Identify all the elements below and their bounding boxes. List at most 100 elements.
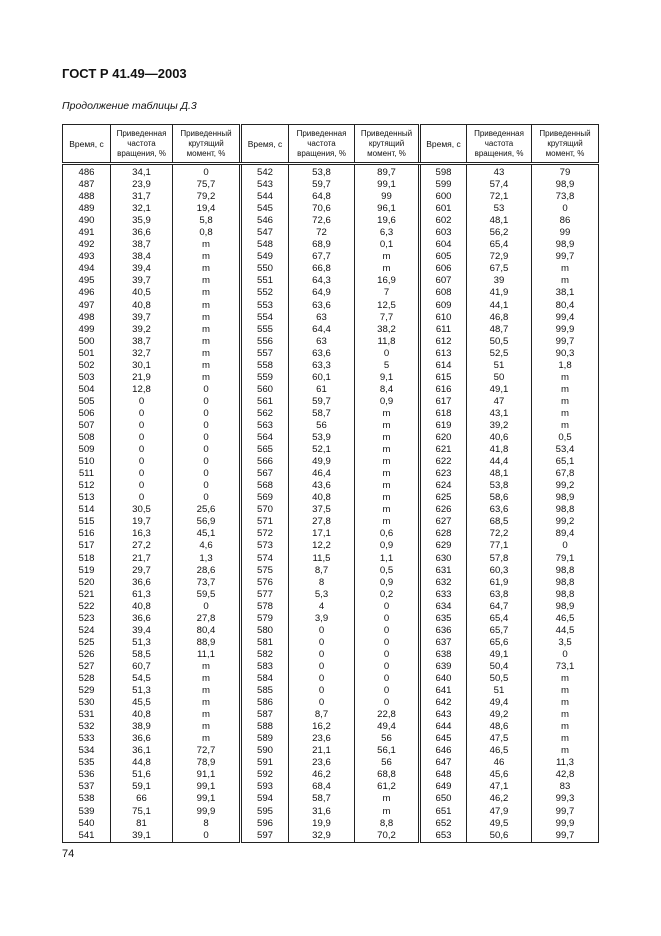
torque-cell: 0 bbox=[172, 444, 241, 457]
speed-cell: 31,7 bbox=[110, 191, 173, 204]
torque-cell: 8,4 bbox=[354, 383, 420, 396]
torque-cell: 0 bbox=[354, 624, 420, 637]
torque-cell: 65,1 bbox=[531, 456, 599, 469]
torque-cell: 0 bbox=[531, 540, 599, 553]
time-cell: 630 bbox=[418, 552, 467, 565]
torque-cell: m bbox=[354, 480, 420, 493]
time-cell: 584 bbox=[239, 672, 289, 686]
header-time: Время, с bbox=[418, 124, 467, 165]
torque-cell: 46,5 bbox=[531, 612, 599, 625]
speed-cell: 0 bbox=[288, 697, 355, 710]
torque-cell: m bbox=[172, 660, 241, 673]
speed-cell: 72,1 bbox=[466, 191, 532, 204]
torque-cell: m bbox=[172, 359, 241, 372]
table-row: 502 30,1 m 558 63,3 5 614 51 1,8 bbox=[62, 359, 599, 372]
speed-cell: 49,9 bbox=[288, 456, 355, 469]
time-cell: 623 bbox=[418, 468, 467, 481]
time-cell: 605 bbox=[418, 251, 467, 264]
time-cell: 521 bbox=[62, 588, 111, 601]
torque-cell: 99,2 bbox=[531, 516, 599, 529]
torque-cell: m bbox=[354, 504, 420, 517]
time-cell: 633 bbox=[418, 588, 467, 601]
speed-cell: 36,6 bbox=[110, 733, 173, 746]
torque-cell: 1,3 bbox=[172, 552, 241, 565]
torque-cell: 99,9 bbox=[531, 323, 599, 336]
speed-cell: 36,6 bbox=[110, 612, 173, 625]
time-cell: 551 bbox=[239, 275, 289, 288]
torque-cell: 98,8 bbox=[531, 564, 599, 577]
time-cell: 516 bbox=[62, 528, 111, 541]
speed-cell: 38,7 bbox=[110, 335, 173, 348]
time-cell: 508 bbox=[62, 432, 111, 445]
table-row: 510 0 0 566 49,9 m 622 44,4 65,1 bbox=[62, 456, 599, 469]
torque-cell: 99,2 bbox=[531, 480, 599, 493]
torque-cell: 99,7 bbox=[531, 335, 599, 348]
torque-cell: 16,9 bbox=[354, 275, 420, 288]
speed-cell: 8 bbox=[288, 576, 355, 589]
torque-cell: 38,2 bbox=[354, 323, 420, 336]
torque-cell: m bbox=[172, 311, 241, 324]
table-row: 505 0 0 561 59,7 0,9 617 47 m bbox=[62, 395, 599, 408]
speed-cell: 41,8 bbox=[466, 444, 532, 457]
torque-cell: 4,6 bbox=[172, 540, 241, 553]
header-speed: Приведенная частота вращения, % bbox=[288, 124, 355, 165]
speed-cell: 58,7 bbox=[288, 793, 355, 806]
table-row: 496 40,5 m 552 64,9 7 608 41,9 38,1 bbox=[62, 287, 599, 300]
time-cell: 515 bbox=[62, 516, 111, 529]
speed-cell: 45,6 bbox=[466, 769, 532, 782]
speed-cell: 41,9 bbox=[466, 287, 532, 300]
torque-cell: 67,8 bbox=[531, 468, 599, 481]
speed-cell: 47,1 bbox=[466, 781, 532, 794]
speed-cell: 39,4 bbox=[110, 263, 173, 276]
speed-cell: 36,6 bbox=[110, 576, 173, 589]
torque-cell: 7 bbox=[354, 287, 420, 300]
time-cell: 531 bbox=[62, 709, 111, 722]
speed-cell: 51,3 bbox=[110, 685, 173, 698]
speed-cell: 63,6 bbox=[288, 299, 355, 312]
torque-cell: m bbox=[172, 672, 241, 686]
speed-cell: 39,7 bbox=[110, 311, 173, 324]
table-row: 497 40,8 m 553 63,6 12,5 609 44,1 80,4 bbox=[62, 299, 599, 312]
time-cell: 571 bbox=[239, 516, 289, 529]
time-cell: 587 bbox=[239, 709, 289, 722]
torque-cell: m bbox=[172, 335, 241, 348]
data-table: Время, с Приведенная частота вращения, %… bbox=[62, 124, 599, 843]
torque-cell: 99,9 bbox=[531, 817, 599, 830]
speed-cell: 64,4 bbox=[288, 323, 355, 336]
speed-cell: 43,6 bbox=[288, 480, 355, 493]
torque-cell: 45,1 bbox=[172, 528, 241, 541]
speed-cell: 64,3 bbox=[288, 275, 355, 288]
time-cell: 626 bbox=[418, 504, 467, 517]
time-cell: 618 bbox=[418, 407, 467, 420]
speed-cell: 50,5 bbox=[466, 672, 532, 686]
speed-cell: 34,1 bbox=[110, 163, 173, 180]
time-cell: 537 bbox=[62, 781, 111, 794]
time-cell: 539 bbox=[62, 805, 111, 818]
time-cell: 650 bbox=[418, 793, 467, 806]
torque-cell: 25,6 bbox=[172, 504, 241, 517]
time-cell: 519 bbox=[62, 564, 111, 577]
speed-cell: 46,2 bbox=[466, 793, 532, 806]
time-cell: 632 bbox=[418, 576, 467, 589]
time-cell: 609 bbox=[418, 299, 467, 312]
table-row: 517 27,2 4,6 573 12,2 0,9 629 77,1 0 bbox=[62, 540, 599, 553]
torque-cell: 89,4 bbox=[531, 528, 599, 541]
table-row: 500 38,7 m 556 63 11,8 612 50,5 99,7 bbox=[62, 335, 599, 348]
torque-cell: m bbox=[354, 468, 420, 481]
speed-cell: 65,4 bbox=[466, 612, 532, 625]
table-row: 506 0 0 562 58,7 m 618 43,1 m bbox=[62, 407, 599, 420]
speed-cell: 46,5 bbox=[466, 745, 532, 758]
table-row: 537 59,1 99,1 593 68,4 61,2 649 47,1 83 bbox=[62, 781, 599, 794]
speed-cell: 5,3 bbox=[288, 588, 355, 601]
time-cell: 493 bbox=[62, 251, 111, 264]
time-cell: 600 bbox=[418, 191, 467, 204]
torque-cell: 0 bbox=[172, 163, 241, 180]
torque-cell: m bbox=[172, 721, 241, 734]
time-cell: 555 bbox=[239, 323, 289, 336]
speed-cell: 67,7 bbox=[288, 251, 355, 264]
torque-cell: m bbox=[354, 419, 420, 433]
speed-cell: 0 bbox=[110, 419, 173, 433]
time-cell: 580 bbox=[239, 624, 289, 637]
torque-cell: 0 bbox=[172, 829, 241, 843]
speed-cell: 40,8 bbox=[110, 709, 173, 722]
